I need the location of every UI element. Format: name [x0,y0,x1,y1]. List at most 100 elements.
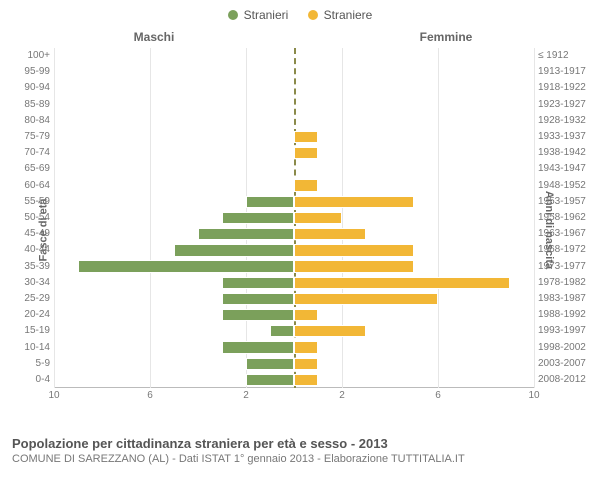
bar-male [78,260,294,272]
birth-year-label: 1958-1962 [538,213,586,223]
data-row: 10-141998-2002 [54,339,534,355]
birth-year-label: 1963-1967 [538,229,586,239]
data-row: 100+≤ 1912 [54,48,534,64]
age-label: 85-89 [24,100,50,110]
bar-female [294,358,318,370]
birth-year-label: 1993-1997 [538,326,586,336]
data-row: 20-241988-1992 [54,307,534,323]
birth-year-label: 1913-1917 [538,67,586,77]
birth-year-label: 1983-1987 [538,294,586,304]
age-label: 95-99 [24,67,50,77]
age-label: 0-4 [36,375,50,385]
birth-year-label: 1923-1927 [538,100,586,110]
data-row: 45-491963-1967 [54,226,534,242]
legend-label-male: Stranieri [244,8,289,22]
chart-title: Popolazione per cittadinanza straniera p… [12,436,588,451]
bar-male [222,277,294,289]
x-tick-label: 10 [528,390,539,401]
legend: Stranieri Straniere [0,0,600,30]
birth-year-label: ≤ 1912 [538,51,569,61]
data-row: 5-92003-2007 [54,356,534,372]
legend-label-female: Straniere [324,8,373,22]
data-row: 0-42008-2012 [54,372,534,388]
data-row: 50-541958-1962 [54,210,534,226]
age-label: 25-29 [24,294,50,304]
legend-swatch-male [228,10,238,20]
bar-male [246,358,294,370]
chart-container: Stranieri Straniere Maschi Femmine Fasce… [0,0,600,500]
bar-female [294,131,318,143]
legend-item-female: Straniere [308,8,373,22]
header-male: Maschi [8,30,300,44]
bar-female [294,325,366,337]
data-row: 60-641948-1952 [54,178,534,194]
chart-subtitle: COMUNE DI SAREZZANO (AL) - Dati ISTAT 1°… [12,453,588,465]
age-label: 55-59 [24,197,50,207]
birth-year-label: 1928-1932 [538,116,586,126]
x-tick-label: 6 [435,390,441,401]
x-tick-label: 6 [147,390,153,401]
plot-grid: 100+≤ 191295-991913-191790-941918-192285… [54,48,534,388]
age-label: 35-39 [24,262,50,272]
age-label: 30-34 [24,278,50,288]
bar-female [294,260,414,272]
bar-male [198,228,294,240]
age-label: 50-54 [24,213,50,223]
chart-area: Maschi Femmine Fasce di età Anni di nasc… [8,30,592,430]
bar-female [294,309,318,321]
data-row: 80-841928-1932 [54,113,534,129]
age-label: 15-19 [24,326,50,336]
bar-female [294,196,414,208]
header-female: Femmine [300,30,592,44]
bar-female [294,244,414,256]
data-row: 95-991913-1917 [54,64,534,80]
bar-female [294,374,318,386]
age-label: 65-69 [24,164,50,174]
bar-male [174,244,294,256]
bar-female [294,293,438,305]
legend-swatch-female [308,10,318,20]
bar-female [294,277,510,289]
data-row: 70-741938-1942 [54,145,534,161]
data-row: 55-591953-1957 [54,194,534,210]
birth-year-label: 1948-1952 [538,181,586,191]
birth-year-label: 1988-1992 [538,310,586,320]
age-label: 90-94 [24,83,50,93]
birth-year-label: 1973-1977 [538,262,586,272]
legend-item-male: Stranieri [228,8,289,22]
age-label: 40-44 [24,245,50,255]
x-axis-ticks: 10622610 [54,388,534,404]
x-tick-label: 2 [339,390,345,401]
birth-year-label: 1943-1947 [538,164,586,174]
data-row: 30-341978-1982 [54,275,534,291]
birth-year-label: 1978-1982 [538,278,586,288]
bar-male [270,325,294,337]
gridline [534,48,535,388]
rows: 100+≤ 191295-991913-191790-941918-192285… [54,48,534,388]
data-row: 40-441968-1972 [54,242,534,258]
age-label: 10-14 [24,343,50,353]
birth-year-label: 1933-1937 [538,132,586,142]
bar-female [294,228,366,240]
bar-male [222,341,294,353]
column-headers: Maschi Femmine [8,30,592,48]
bar-male [246,196,294,208]
age-label: 20-24 [24,310,50,320]
bar-male [222,212,294,224]
age-label: 5-9 [36,359,50,369]
birth-year-label: 1953-1957 [538,197,586,207]
bar-male [246,374,294,386]
age-label: 60-64 [24,181,50,191]
birth-year-label: 1938-1942 [538,148,586,158]
x-tick-label: 10 [48,390,59,401]
bar-female [294,179,318,191]
bar-female [294,341,318,353]
data-row: 15-191993-1997 [54,323,534,339]
data-row: 85-891923-1927 [54,97,534,113]
age-label: 45-49 [24,229,50,239]
bar-male [222,293,294,305]
age-label: 80-84 [24,116,50,126]
bar-female [294,147,318,159]
age-label: 100+ [27,51,50,61]
caption: Popolazione per cittadinanza straniera p… [0,430,600,465]
